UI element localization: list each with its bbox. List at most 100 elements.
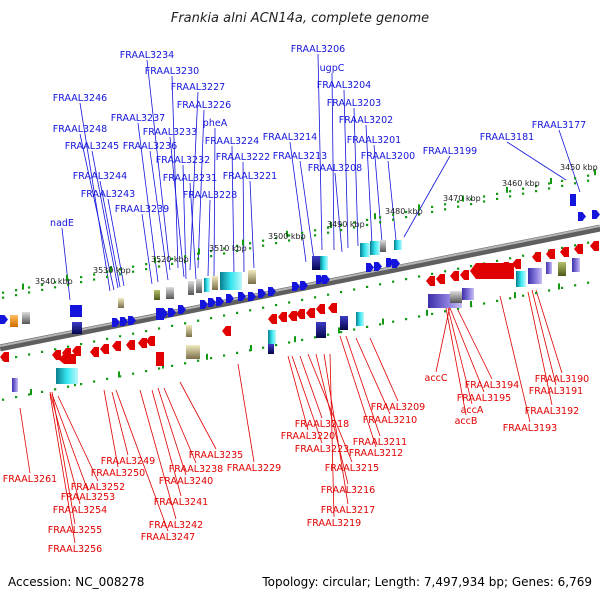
kbp-label: 3520 kbp bbox=[151, 255, 189, 264]
reverse-gene-label: FRAAL3211 bbox=[353, 437, 407, 448]
feature-block bbox=[462, 288, 474, 300]
track-dot bbox=[28, 353, 31, 356]
map-title: Frankia alni ACN14a, complete genome bbox=[171, 11, 429, 26]
forward-gene-arrow bbox=[248, 292, 256, 301]
reverse-gene-arrow bbox=[316, 304, 325, 314]
reverse-leader-line bbox=[115, 389, 169, 532]
track-dot bbox=[184, 322, 187, 325]
forward-leader-line bbox=[334, 172, 343, 253]
reverse-gene-label: FRAAL3241 bbox=[154, 497, 208, 508]
reverse-gene-label: FRAAL3242 bbox=[149, 520, 203, 531]
kbp-label: 3500 kbp bbox=[268, 232, 306, 241]
track-dot bbox=[301, 231, 304, 234]
track-dot bbox=[444, 310, 447, 313]
reverse-leader-line bbox=[139, 389, 177, 520]
reverse-leader-line bbox=[345, 335, 381, 437]
track-dot bbox=[171, 257, 174, 260]
forward-leader-line bbox=[79, 133, 115, 291]
track-dot bbox=[236, 249, 239, 252]
reverse-gene-label: accB bbox=[455, 416, 478, 427]
forward-gene-label: FRAAL3199 bbox=[423, 146, 477, 157]
reverse-gene-label: FRAAL3210 bbox=[363, 415, 417, 426]
forward-leader-line bbox=[149, 150, 169, 281]
reverse-leader-line bbox=[237, 363, 255, 463]
track-tick bbox=[514, 292, 516, 299]
forward-gene-label: FRAAL3214 bbox=[263, 132, 317, 143]
track-tick bbox=[198, 248, 200, 255]
track-dot bbox=[418, 275, 421, 278]
forward-gene-arrow bbox=[128, 316, 136, 325]
feature-block bbox=[118, 298, 124, 308]
track-dot bbox=[106, 377, 109, 380]
forward-leader-line bbox=[171, 75, 179, 269]
track-dot bbox=[210, 255, 213, 258]
track-dot bbox=[483, 200, 486, 203]
forward-leader-line bbox=[197, 109, 205, 269]
reverse-gene-label: FRAAL3223 bbox=[295, 444, 349, 455]
forward-gene-label: FRAAL3234 bbox=[120, 50, 174, 61]
forward-gene-label: FRAAL3213 bbox=[273, 151, 327, 162]
reverse-leader-line bbox=[111, 391, 129, 456]
feature-block bbox=[570, 194, 576, 206]
reverse-gene-label: FRAAL3215 bbox=[325, 463, 379, 474]
track-dot bbox=[171, 364, 174, 367]
reverse-gene-arrow bbox=[426, 276, 435, 286]
reverse-gene-arrow bbox=[560, 247, 569, 257]
forward-leader-line bbox=[141, 213, 153, 285]
forward-leader-line bbox=[137, 122, 159, 283]
feature-block bbox=[528, 268, 542, 284]
track-dot bbox=[340, 229, 343, 232]
track-dot bbox=[353, 288, 356, 291]
forward-leader-line bbox=[353, 107, 359, 247]
forward-leader-line bbox=[107, 198, 125, 287]
reverse-leader-line bbox=[19, 407, 31, 474]
forward-gene-label: ugpC bbox=[320, 63, 345, 74]
feature-block bbox=[340, 316, 348, 330]
track-dot bbox=[314, 234, 317, 237]
track-dot bbox=[80, 276, 83, 279]
track-dot bbox=[249, 247, 252, 250]
track-dot bbox=[28, 393, 31, 396]
track-dot bbox=[171, 324, 174, 327]
forward-gene-label: FRAAL3201 bbox=[347, 135, 401, 146]
track-tick bbox=[66, 274, 68, 281]
track-dot bbox=[54, 388, 57, 391]
track-dot bbox=[54, 281, 57, 284]
feature-block bbox=[220, 272, 242, 290]
reverse-gene-arrow bbox=[512, 259, 521, 269]
track-dot bbox=[405, 216, 408, 219]
track-dot bbox=[184, 260, 187, 263]
track-dot bbox=[93, 380, 96, 383]
reverse-gene-arrow bbox=[460, 270, 469, 280]
reverse-leader-line bbox=[435, 295, 453, 373]
track-dot bbox=[574, 182, 577, 185]
track-dot bbox=[535, 292, 538, 295]
track-dot bbox=[210, 250, 213, 253]
track-dot bbox=[41, 283, 44, 286]
track-dot bbox=[106, 270, 109, 273]
forward-gene-arrow bbox=[268, 287, 276, 296]
track-dot bbox=[509, 195, 512, 198]
track-dot bbox=[405, 318, 408, 321]
reverse-gene-arrow bbox=[100, 344, 109, 354]
track-dot bbox=[41, 288, 44, 291]
reverse-gene-label: FRAAL3193 bbox=[503, 423, 557, 434]
track-dot bbox=[262, 346, 265, 349]
feature-block bbox=[268, 330, 276, 344]
forward-gene-label: FRAAL3232 bbox=[156, 155, 210, 166]
feature-block bbox=[204, 278, 210, 292]
track-tick bbox=[382, 318, 384, 325]
track-dot bbox=[288, 341, 291, 344]
track-dot bbox=[262, 244, 265, 247]
accession-text: Accession: NC_008278 bbox=[8, 575, 144, 589]
forward-leader-line bbox=[213, 127, 216, 277]
track-dot bbox=[106, 337, 109, 340]
track-dot bbox=[379, 216, 382, 219]
kbp-label: 3490 kbp bbox=[327, 220, 365, 229]
track-dot bbox=[379, 221, 382, 224]
track-tick bbox=[426, 309, 428, 316]
reverse-gene-arrow bbox=[436, 274, 445, 284]
track-tick bbox=[30, 389, 32, 395]
track-dot bbox=[366, 325, 369, 328]
track-dot bbox=[548, 187, 551, 190]
